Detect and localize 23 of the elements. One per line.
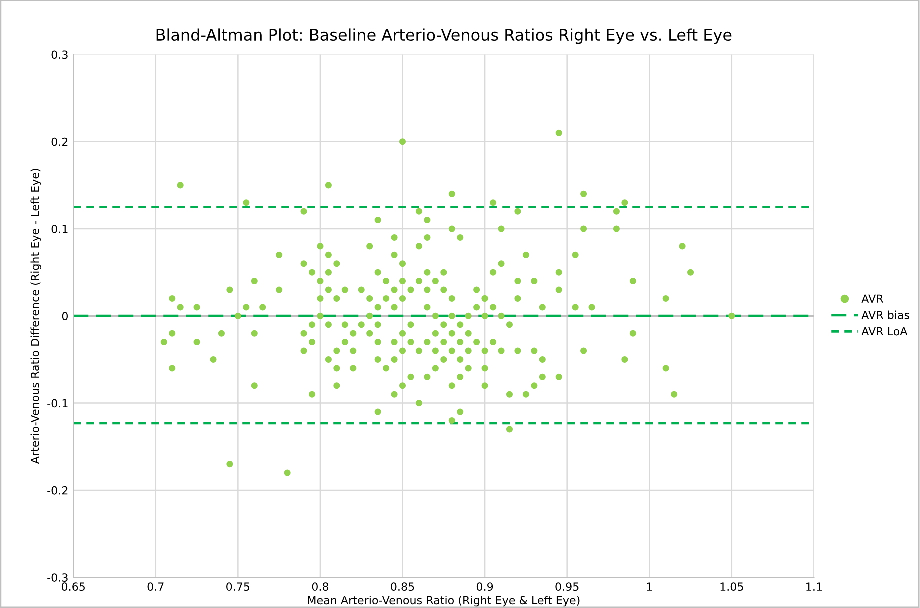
legend-label: AVR LoA <box>862 327 908 336</box>
y-tick-label: 0 <box>62 312 68 321</box>
x-tick-label: 0.9 <box>476 582 494 592</box>
x-tick-label: 0.95 <box>556 582 579 592</box>
x-tick-label: 1 <box>647 582 652 591</box>
x-tick-label: 1.1 <box>806 582 822 591</box>
y-tick-label: -0.3 <box>48 574 68 582</box>
y-axis-title: Arterio-Venous Ratio Difference (Right Eye - Left Eye) <box>30 169 42 464</box>
y-tick-label: 0.3 <box>52 50 68 60</box>
x-axis-title: Mean Arterio-Venous Ratio (Right Eye & Left Eye) <box>308 596 580 607</box>
y-tick-label: -0.1 <box>48 399 68 408</box>
x-tick-label: 0.65 <box>62 582 85 592</box>
x-tick-label: 0.85 <box>391 582 414 592</box>
chart-title: Bland-Altman Plot: Baseline Arterio-Venous Ratios Right Eye vs. Left Eye <box>156 28 732 44</box>
y-tick-label: 0.2 <box>52 138 68 146</box>
x-tick-label: 1.05 <box>720 582 744 592</box>
x-tick-label: 0.8 <box>312 582 329 592</box>
y-tick-label: 0.1 <box>52 224 68 234</box>
x-tick-label: 0.7 <box>148 582 164 592</box>
legend-label: AVR bias <box>862 310 910 320</box>
y-tick-label: -0.2 <box>48 486 68 495</box>
legend-label: AVR <box>862 294 884 303</box>
x-tick-label: 0.75 <box>226 582 250 592</box>
